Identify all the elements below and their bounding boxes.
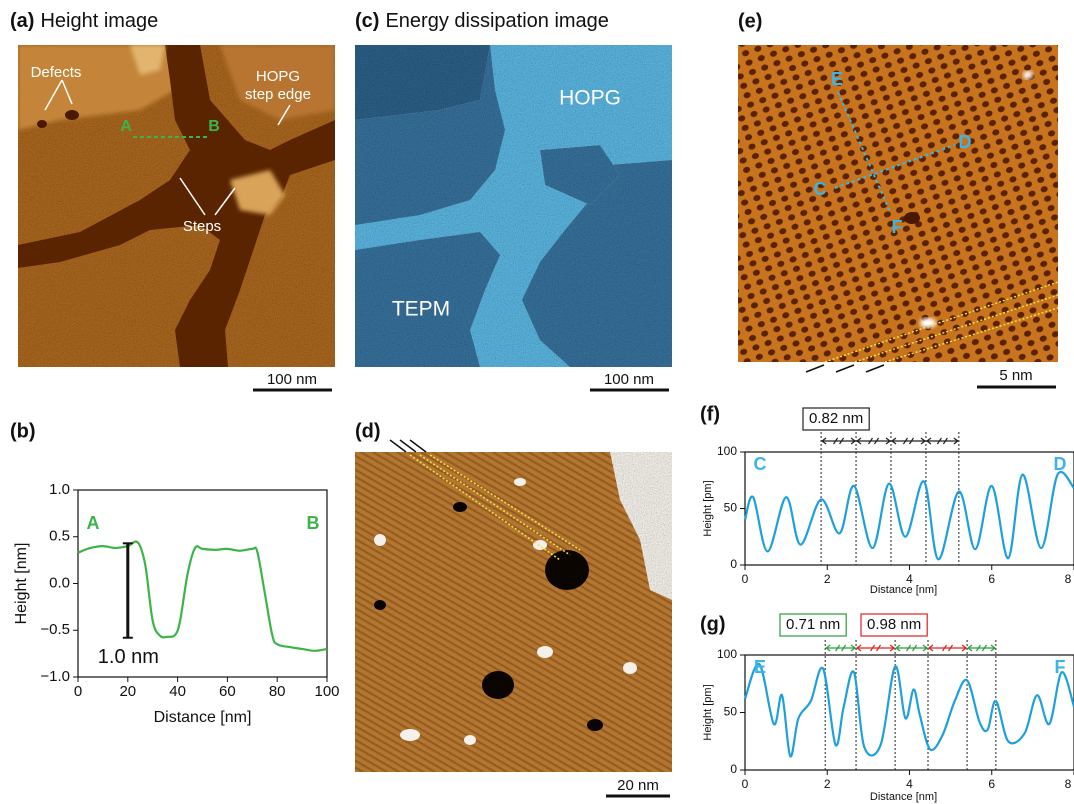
panel-title-text: Energy dissipation image	[385, 10, 608, 32]
y-tick-label: 50	[724, 501, 738, 515]
x-tick-label: 20	[119, 683, 136, 700]
x-axis-title: Distance [nm]	[154, 709, 252, 726]
y-tick-label: 0.0	[49, 574, 70, 591]
scale-bar-label: 100 nm	[267, 371, 317, 388]
data-line	[745, 664, 1074, 757]
arrows	[806, 365, 884, 372]
annotation: step edge	[245, 86, 311, 103]
annotation: HOPG	[559, 87, 621, 110]
y-axis-title: Height [nm]	[13, 543, 30, 625]
y-tick-label: 1.0	[49, 481, 70, 498]
y-tick-label: 0	[730, 557, 737, 571]
y-axis-title: Height [pm]	[702, 480, 714, 536]
y-tick-label: −1.0	[40, 668, 70, 685]
panel-title-text: Height image	[40, 10, 158, 32]
annotation: C	[814, 179, 827, 199]
annotation: E	[754, 657, 766, 677]
panel-title: (c) Energy dissipation image	[355, 10, 609, 32]
x-tick-label: 6	[988, 572, 995, 586]
panel-label: (g)	[700, 613, 726, 635]
annotation: HOPG	[256, 68, 300, 85]
scale-bar-label: 5 nm	[999, 367, 1032, 384]
annotation: A	[87, 513, 100, 533]
annotation: B	[208, 118, 220, 135]
x-tick-label: 2	[824, 572, 831, 586]
annotation: D	[1054, 454, 1067, 474]
atomic-image	[738, 45, 1058, 362]
annotation: TEPM	[392, 298, 450, 321]
x-tick-label: 0	[742, 572, 749, 586]
y-tick-label: 100	[717, 444, 737, 458]
scale-bar-label: 100 nm	[604, 371, 654, 388]
annotation: D	[959, 132, 972, 152]
y-tick-label: 50	[724, 705, 738, 719]
annotation: B	[307, 513, 320, 533]
data-line	[745, 472, 1074, 559]
y-tick-label: 0.5	[49, 528, 70, 545]
panel-label: (a)	[10, 10, 34, 32]
annotation: Defects	[31, 64, 82, 81]
scale-bar-label: 1.0 nm	[98, 646, 159, 668]
panel-label: (b)	[10, 420, 36, 442]
x-axis-title: Distance [nm]	[870, 584, 937, 596]
x-tick-label: 40	[169, 683, 186, 700]
annotation: Steps	[183, 218, 221, 235]
x-tick-label: 8	[1065, 572, 1072, 586]
x-tick-label: 2	[824, 777, 831, 791]
annotation: A	[120, 118, 132, 135]
panel-label: (f)	[700, 403, 720, 425]
panel-label: (d)	[355, 420, 381, 442]
afm-image	[355, 452, 672, 772]
page: { "image_panels": { "a": {"label": "(a)"…	[0, 0, 1074, 804]
period-label: 0.98 nm	[867, 616, 921, 633]
data-line	[78, 541, 327, 650]
panel-label: (c)	[355, 10, 379, 32]
figure: (a) Height image Defects HOPG step edge A…	[0, 0, 1074, 804]
x-tick-label: 0	[74, 683, 82, 700]
y-axis-title: Height [pm]	[702, 684, 714, 740]
annotation: F	[892, 217, 903, 237]
annotation: F	[1055, 657, 1066, 677]
y-tick-label: 0	[730, 762, 737, 776]
x-tick-label: 4	[906, 777, 913, 791]
arrows	[390, 440, 426, 452]
panel-title: (a) Height image	[10, 10, 158, 32]
annotation: E	[831, 69, 843, 89]
annotation: C	[754, 454, 767, 474]
x-tick-label: 60	[219, 683, 236, 700]
x-axis-title: Distance [nm]	[870, 791, 937, 803]
y-tick-label: −0.5	[40, 621, 70, 638]
y-tick-label: 100	[717, 647, 737, 661]
panel-label: (e)	[738, 10, 762, 32]
plot-frame	[745, 452, 1074, 565]
x-tick-label: 100	[314, 683, 339, 700]
period-label: 0.71 nm	[786, 616, 840, 633]
x-tick-label: 6	[988, 777, 995, 791]
x-tick-label: 8	[1065, 777, 1072, 791]
x-tick-label: 0	[742, 777, 749, 791]
period-label: 0.82 nm	[809, 410, 863, 427]
x-tick-label: 80	[269, 683, 286, 700]
scale-bar-label: 20 nm	[617, 777, 659, 794]
